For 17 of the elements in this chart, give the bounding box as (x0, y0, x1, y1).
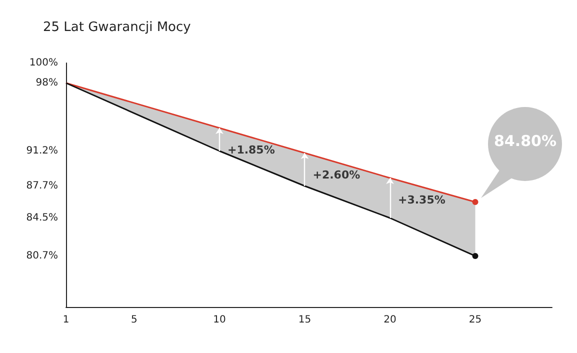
y-tick-label: 100% (29, 58, 58, 68)
x-tick-label: 10 (213, 314, 226, 326)
x-tick-label: 5 (131, 314, 138, 326)
y-tick-label: 91.2% (26, 146, 58, 156)
annotation: +2.60% (312, 168, 360, 182)
chart-title: 25 Lat Gwarancji Mocy (43, 20, 192, 35)
y-tick-label: 87.7% (26, 180, 58, 192)
x-tick-label: 25 (468, 314, 482, 326)
y-tick-label: 84.5% (26, 212, 58, 224)
y-tick-label: 98% (36, 78, 58, 88)
annotation: +1.85% (227, 144, 275, 156)
x-tick-label: 20 (384, 314, 396, 326)
annotation: 84.80% (493, 132, 558, 150)
x-tick-label: 15 (298, 314, 312, 326)
y-tick-label: 80.7% (26, 250, 58, 262)
annotation: +3.35% (398, 194, 446, 206)
x-tick-label: 1 (62, 314, 70, 326)
